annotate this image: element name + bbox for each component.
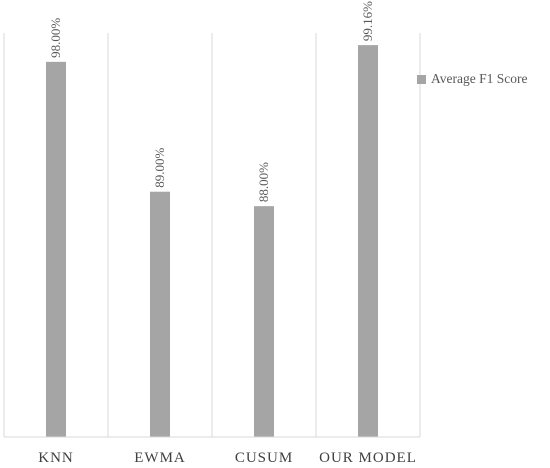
legend: Average F1 Score bbox=[417, 71, 527, 87]
x-tick-label: OUR MODEL bbox=[319, 450, 417, 466]
bars bbox=[46, 45, 378, 438]
bar-knn bbox=[46, 61, 66, 437]
legend-label: Average F1 Score bbox=[431, 71, 528, 86]
data-label: 98.00% bbox=[48, 18, 63, 58]
x-tick-labels: KNN EWMA CUSUM OUR MODEL bbox=[38, 450, 417, 466]
vertical-gridlines bbox=[3, 33, 421, 437]
bar-ewma bbox=[150, 191, 170, 437]
x-tick-label: EWMA bbox=[134, 450, 186, 466]
legend-swatch bbox=[417, 74, 426, 84]
bar-our-model bbox=[358, 45, 378, 438]
data-label: 89.00% bbox=[152, 147, 167, 187]
x-tick-label: CUSUM bbox=[235, 450, 293, 466]
data-label: 99.16% bbox=[360, 1, 375, 41]
data-labels: 98.00% 89.00% 88.00% 99.16% bbox=[48, 1, 375, 202]
data-label: 88.00% bbox=[256, 162, 271, 202]
x-tick-label: KNN bbox=[38, 450, 74, 466]
bar-cusum bbox=[254, 206, 274, 437]
